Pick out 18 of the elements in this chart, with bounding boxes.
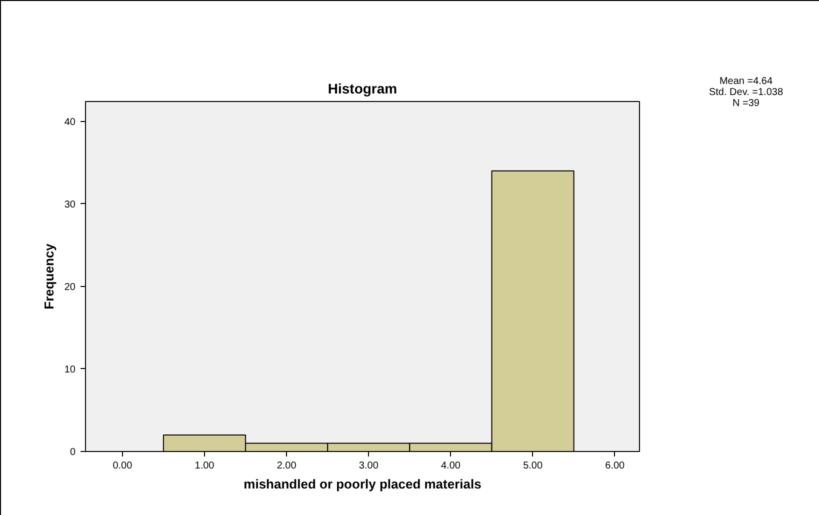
- x-tick-label: 5.00: [523, 460, 543, 472]
- y-tick-label: 30: [64, 199, 76, 210]
- text: Std. Dev. =1.038: [708, 87, 784, 98]
- x-axis-title: mishandled or poorly placed materials: [244, 476, 482, 492]
- x-tick-label: 3.00: [358, 460, 379, 472]
- x-tick-label: 0.00: [112, 460, 133, 472]
- y-axis-title: Frequency: [41, 242, 56, 310]
- y-tick-label: 10: [64, 364, 76, 376]
- x-tick-label: 4.00: [441, 460, 461, 472]
- y-tick-label: 0: [70, 447, 76, 458]
- chart-title: Histogram: [328, 80, 398, 96]
- y-tick-label: 40: [64, 116, 76, 128]
- x-tick-label: 1.00: [194, 460, 215, 472]
- x-tick-label: 2.00: [276, 460, 297, 472]
- y-tick-label: 20: [64, 282, 76, 293]
- text: N =39: [732, 98, 760, 109]
- text: Mean =4.64: [719, 76, 773, 87]
- x-tick-label: 6.00: [605, 460, 626, 472]
